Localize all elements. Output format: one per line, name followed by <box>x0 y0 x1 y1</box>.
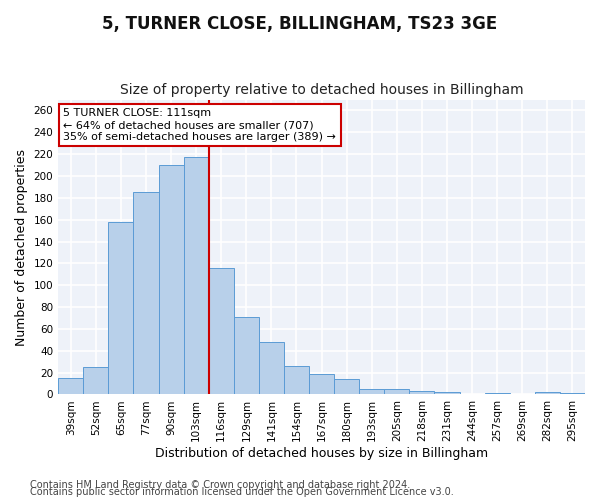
Text: Contains HM Land Registry data © Crown copyright and database right 2024.: Contains HM Land Registry data © Crown c… <box>30 480 410 490</box>
Title: Size of property relative to detached houses in Billingham: Size of property relative to detached ho… <box>120 83 523 97</box>
Bar <box>83 367 109 394</box>
Bar <box>334 379 359 394</box>
X-axis label: Distribution of detached houses by size in Billingham: Distribution of detached houses by size … <box>155 447 488 460</box>
Text: Contains public sector information licensed under the Open Government Licence v3: Contains public sector information licen… <box>30 487 454 497</box>
Bar <box>359 389 385 394</box>
Bar <box>209 268 234 394</box>
Bar <box>284 366 309 394</box>
Bar <box>234 317 259 394</box>
Y-axis label: Number of detached properties: Number of detached properties <box>15 148 28 346</box>
Text: 5 TURNER CLOSE: 111sqm
← 64% of detached houses are smaller (707)
35% of semi-de: 5 TURNER CLOSE: 111sqm ← 64% of detached… <box>64 108 337 142</box>
Bar <box>158 165 184 394</box>
Bar <box>259 342 284 394</box>
Bar <box>58 378 83 394</box>
Bar <box>434 392 460 394</box>
Bar <box>109 222 133 394</box>
Bar <box>409 391 434 394</box>
Bar <box>385 389 409 394</box>
Bar <box>535 392 560 394</box>
Bar <box>184 158 209 394</box>
Bar <box>309 374 334 394</box>
Bar <box>133 192 158 394</box>
Text: 5, TURNER CLOSE, BILLINGHAM, TS23 3GE: 5, TURNER CLOSE, BILLINGHAM, TS23 3GE <box>103 15 497 33</box>
